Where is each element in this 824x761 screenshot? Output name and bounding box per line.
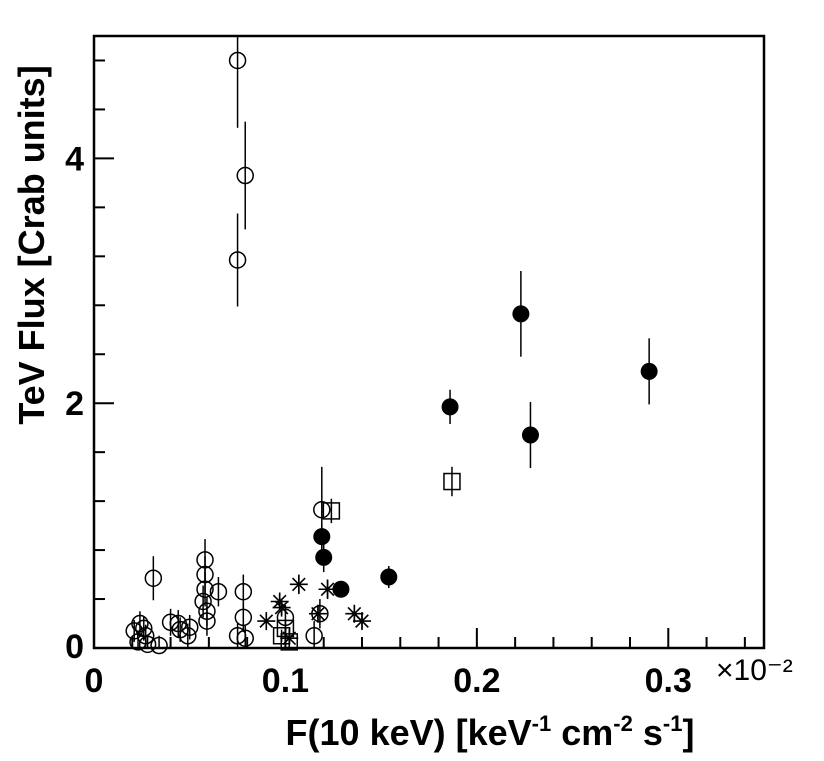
open-circle-marker [236,166,254,185]
data-point-asterisk [308,604,327,623]
x-axis-title-sup2: -2 [613,711,633,736]
data-point-filled-circle [521,401,539,469]
x-axis-title-end: ] [682,712,694,753]
filled-circle-marker [441,398,459,416]
asterisk-stroke [355,614,369,628]
x-axis-title-main: F(10 keV) [keV [286,712,532,753]
filled-circle-marker [315,548,333,566]
data-point-open-circle [305,621,323,648]
filled-circle-marker [512,305,530,323]
data-point-open-circle [129,632,147,651]
x-tick-label: 0.2 [453,662,500,700]
open-circle-marker [125,622,143,640]
y-tick-label: 2 [65,385,84,423]
data-point-asterisk [353,612,371,631]
asterisk-stroke [311,606,325,621]
data-point-open-circle [234,602,253,633]
open-square-marker [443,472,461,491]
x-axis-title: F(10 keV) [keV-1 cm-2 s-1] [286,711,695,753]
x-axis-title-mid1: cm [551,712,613,753]
open-circle-marker [228,251,247,269]
data-point-open-circle [196,572,214,607]
open-circle-marker [179,627,197,645]
asterisk-stroke [320,582,335,597]
data-point-open-square [443,466,461,497]
data-point-open-circle [194,585,212,618]
data-point-filled-circle [441,389,459,425]
data-point-asterisk [318,579,337,600]
data-point-open-square [322,498,341,524]
data-point-open-circle [228,213,247,307]
asterisk-stroke [291,577,306,592]
asterisk-stroke [272,594,287,609]
data-point-open-circle [198,606,216,636]
x-tick-label: 0.3 [645,662,692,700]
data-point-asterisk [257,612,276,631]
data-point-filled-circle [313,524,331,549]
data-point-open-circle [125,619,143,642]
data-point-asterisk [272,598,291,617]
open-circle-marker [180,618,199,636]
x-axis-title-mid2: s [633,712,663,753]
data-point-open-circle [228,36,247,128]
x-axis-title-sup1: -1 [532,711,552,736]
x-tick-label: 0.1 [262,662,309,700]
open-circle-marker [138,635,157,654]
data-point-asterisk [280,629,299,648]
data-point-open-circle [150,635,168,655]
filled-circle-marker [640,362,658,380]
data-point-open-circle [138,634,157,654]
open-circle-marker [150,636,168,655]
y-tick-label: 4 [65,140,84,178]
plot-area [125,36,658,655]
open-circle-marker [234,608,253,627]
axis-ticks: 0 0.1 0.2 0.3 0 2 4 [65,59,746,700]
data-point-open-circle [209,577,228,607]
open-circle-marker [234,582,253,601]
asterisk-stroke [259,614,274,628]
open-circle-marker [196,580,214,598]
open-circle-marker [313,500,331,519]
asterisk-stroke [347,606,362,621]
data-point-filled-circle [380,565,398,589]
y-tick-label: 0 [65,628,84,666]
open-circle-marker [198,612,216,630]
open-circle-marker [144,569,163,587]
data-point-filled-circle [640,338,658,405]
data-point-filled-circle [512,271,530,357]
plot-frame [92,34,766,650]
y-axis-title: TeV Flux [Crab units] [11,65,52,424]
asterisk-stroke [274,600,289,615]
open-circle-marker [228,51,247,70]
filled-circle-marker [521,426,539,444]
data-point-asterisk [289,574,308,595]
open-circle-marker [129,633,147,651]
x-axis-title-sup3: -1 [663,711,683,736]
x-axis-multiplier: ×10⁻² [716,654,793,687]
open-circle-marker [209,582,228,601]
data-point-open-circle [144,556,163,601]
data-point-open-circle [179,623,197,648]
open-square-marker [322,502,341,520]
data-point-open-circle [180,614,199,640]
filled-circle-marker [380,568,398,586]
data-point-open-circle [236,121,254,230]
open-circle-marker [305,627,323,645]
x-tick-label: 0 [85,662,104,700]
filled-circle-marker [313,528,331,546]
open-circle-marker [236,629,254,647]
open-circle-marker [194,592,212,611]
data-point-open-circle [236,625,254,648]
data-point-filled-circle [315,542,333,573]
